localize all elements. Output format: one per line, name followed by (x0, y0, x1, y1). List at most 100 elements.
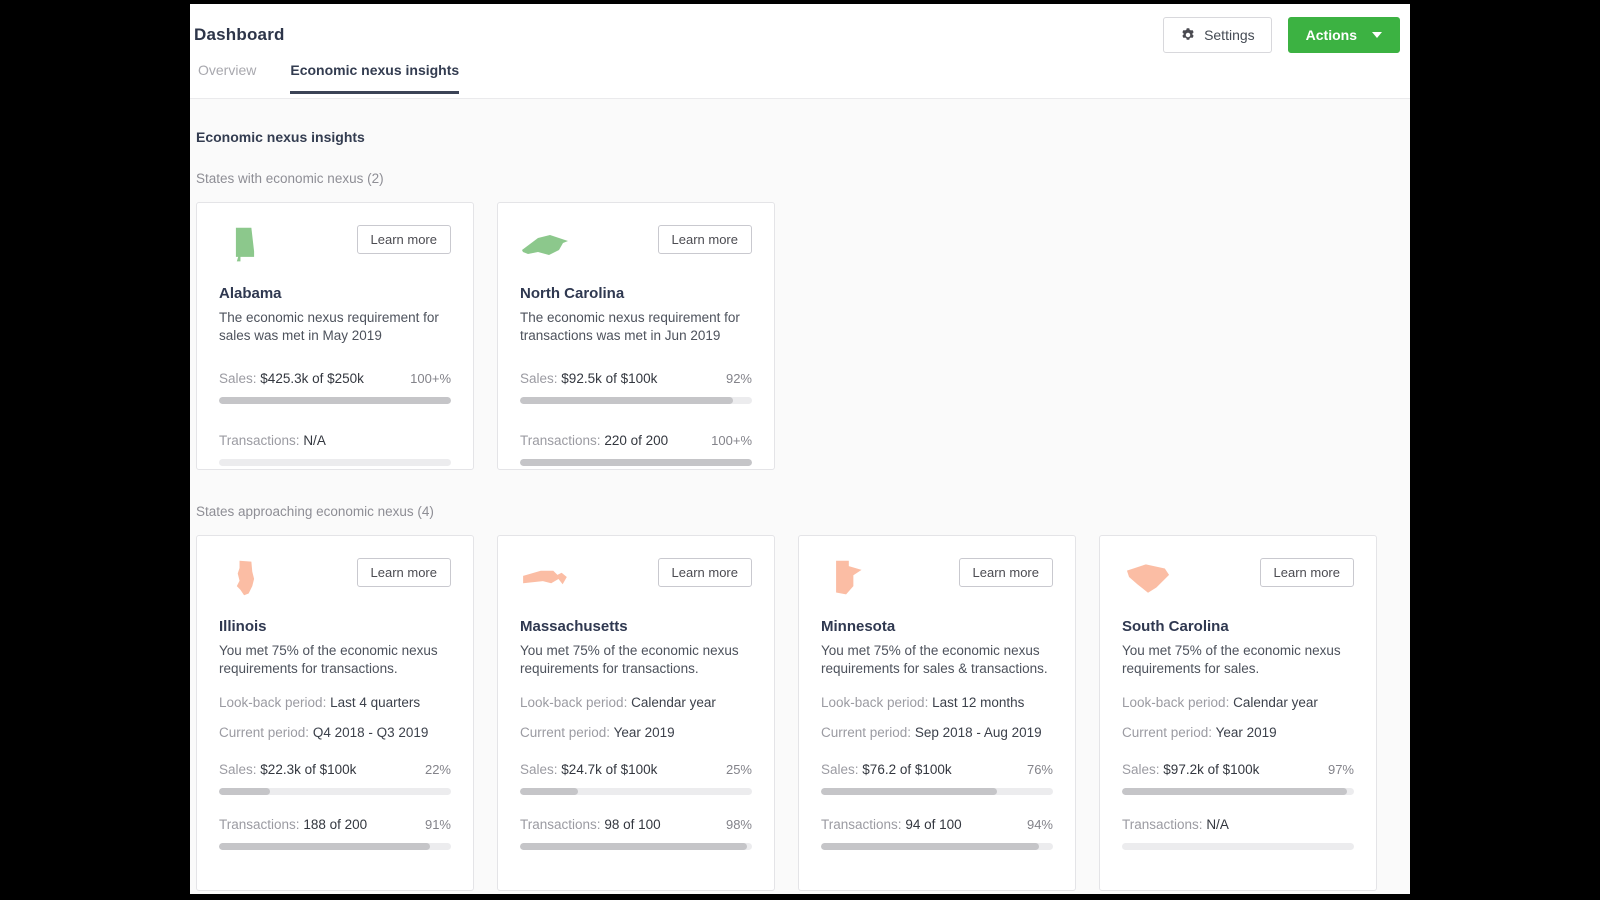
tab-economic-nexus-insights[interactable]: Economic nexus insights (290, 62, 460, 94)
transactions-percent: 91% (424, 817, 451, 832)
actions-label: Actions (1305, 27, 1357, 43)
learn-more-button[interactable]: Learn more (356, 225, 451, 254)
state-card-south-carolina: Learn more South Carolina You met 75% of… (1099, 535, 1377, 891)
sales-label: Sales: (219, 762, 257, 777)
current-period-value: Q4 2018 - Q3 2019 (312, 725, 429, 740)
settings-button[interactable]: Settings (1163, 17, 1272, 53)
current-period: Current period: Year 2019 (1122, 725, 1354, 740)
sales-label: Sales: (821, 762, 859, 777)
sales-progress-bar (219, 397, 451, 404)
state-description: You met 75% of the economic nexus requir… (520, 643, 739, 676)
transactions-value: 98 of 100 (604, 817, 661, 832)
transactions-metric: Transactions: N/A (1122, 817, 1354, 850)
minnesota-state-icon (821, 558, 873, 598)
lookback-label: Look-back period: (219, 695, 327, 710)
sales-value: $97.2k of $100k (1163, 762, 1260, 777)
state-card-illinois: Learn more Illinois You met 75% of the e… (196, 535, 474, 891)
learn-more-button[interactable]: Learn more (657, 225, 752, 254)
transactions-value: 94 of 100 (905, 817, 962, 832)
state-name: South Carolina (1122, 618, 1229, 635)
header-actions: Settings Actions (1163, 17, 1400, 53)
lookback-period: Look-back period: Last 12 months (821, 695, 1053, 710)
learn-more-button[interactable]: Learn more (958, 558, 1053, 587)
transactions-progress-bar (520, 843, 752, 850)
sales-label: Sales: (1122, 762, 1160, 777)
sales-progress-bar (821, 788, 1053, 795)
sales-percent: 22% (424, 762, 451, 777)
settings-label: Settings (1204, 27, 1255, 43)
actions-button[interactable]: Actions (1287, 17, 1400, 53)
sales-metric: Sales: $425.3k of $250k 100+% (219, 371, 451, 404)
sales-label: Sales: (520, 762, 558, 777)
north-carolina-state-icon (520, 225, 572, 265)
transactions-metric: Transactions: 94 of 100 94% (821, 817, 1053, 850)
transactions-progress-bar (520, 459, 752, 466)
sales-progress-bar (520, 788, 752, 795)
sales-label: Sales: (520, 371, 558, 386)
transactions-label: Transactions: (821, 817, 902, 832)
state-description: You met 75% of the economic nexus requir… (1122, 643, 1341, 676)
current-period-label: Current period: (821, 725, 912, 740)
transactions-label: Transactions: (219, 433, 300, 448)
lookback-label: Look-back period: (1122, 695, 1230, 710)
sales-metric: Sales: $92.5k of $100k 92% (520, 371, 752, 404)
south-carolina-state-icon (1122, 558, 1174, 598)
sales-percent: 76% (1026, 762, 1053, 777)
tab-overview[interactable]: Overview (198, 62, 256, 94)
lookback-value: Calendar year (631, 695, 716, 710)
sales-progress-bar (219, 788, 451, 795)
transactions-metric: Transactions: 220 of 200 100+% (520, 433, 752, 466)
sales-metric: Sales: $97.2k of $100k 97% (1122, 762, 1354, 795)
sales-value: $92.5k of $100k (561, 371, 658, 386)
sales-percent: 97% (1327, 762, 1354, 777)
lookback-value: Last 12 months (932, 695, 1025, 710)
sales-progress-bar (520, 397, 752, 404)
current-period: Current period: Sep 2018 - Aug 2019 (821, 725, 1053, 740)
app-window: Dashboard Settings Actions (190, 4, 1410, 894)
sales-percent: 92% (725, 371, 752, 386)
lookback-period: Look-back period: Last 4 quarters (219, 695, 451, 710)
state-name: Minnesota (821, 618, 896, 635)
state-card-north-carolina: Learn more North Carolina The economic n… (497, 202, 775, 470)
massachusetts-state-icon (520, 558, 572, 598)
state-name: North Carolina (520, 285, 625, 302)
section-states-approaching-nexus: States approaching economic nexus (4) Le… (196, 504, 1400, 891)
current-period-value: Year 2019 (1215, 725, 1277, 740)
lookback-period: Look-back period: Calendar year (1122, 695, 1354, 710)
sales-metric: Sales: $76.2 of $100k 76% (821, 762, 1053, 795)
transactions-label: Transactions: (1122, 817, 1203, 832)
transactions-value: N/A (303, 433, 326, 448)
transactions-metric: Transactions: 98 of 100 98% (520, 817, 752, 850)
state-card-minnesota: Learn more Minnesota You met 75% of the … (798, 535, 1076, 891)
state-name: Massachusetts (520, 618, 628, 635)
transactions-percent: 98% (725, 817, 752, 832)
lookback-value: Calendar year (1233, 695, 1318, 710)
sales-percent: 25% (725, 762, 752, 777)
transactions-progress-bar (821, 843, 1053, 850)
learn-more-button[interactable]: Learn more (1259, 558, 1354, 587)
sales-label: Sales: (219, 371, 257, 386)
state-description: The economic nexus requirement for sales… (219, 310, 439, 343)
transactions-value: N/A (1206, 817, 1229, 832)
transactions-percent: 100+% (711, 433, 752, 448)
transactions-label: Transactions: (219, 817, 300, 832)
transactions-metric: Transactions: 188 of 200 91% (219, 817, 451, 850)
learn-more-button[interactable]: Learn more (657, 558, 752, 587)
sales-metric: Sales: $24.7k of $100k 25% (520, 762, 752, 795)
sales-metric: Sales: $22.3k of $100k 22% (219, 762, 451, 795)
current-period-label: Current period: (520, 725, 611, 740)
sales-value: $425.3k of $250k (260, 371, 364, 386)
section-title: States with economic nexus (2) (196, 171, 384, 186)
chevron-down-icon (1372, 32, 1382, 38)
state-name: Alabama (219, 285, 282, 302)
illinois-state-icon (219, 558, 271, 598)
section-title: States approaching economic nexus (4) (196, 504, 434, 519)
learn-more-button[interactable]: Learn more (356, 558, 451, 587)
current-period-label: Current period: (219, 725, 310, 740)
sales-value: $22.3k of $100k (260, 762, 357, 777)
transactions-progress-bar (219, 843, 451, 850)
transactions-progress-bar (219, 459, 451, 466)
current-period-value: Sep 2018 - Aug 2019 (914, 725, 1042, 740)
sales-value: $24.7k of $100k (561, 762, 658, 777)
page-title: Dashboard (194, 25, 285, 44)
